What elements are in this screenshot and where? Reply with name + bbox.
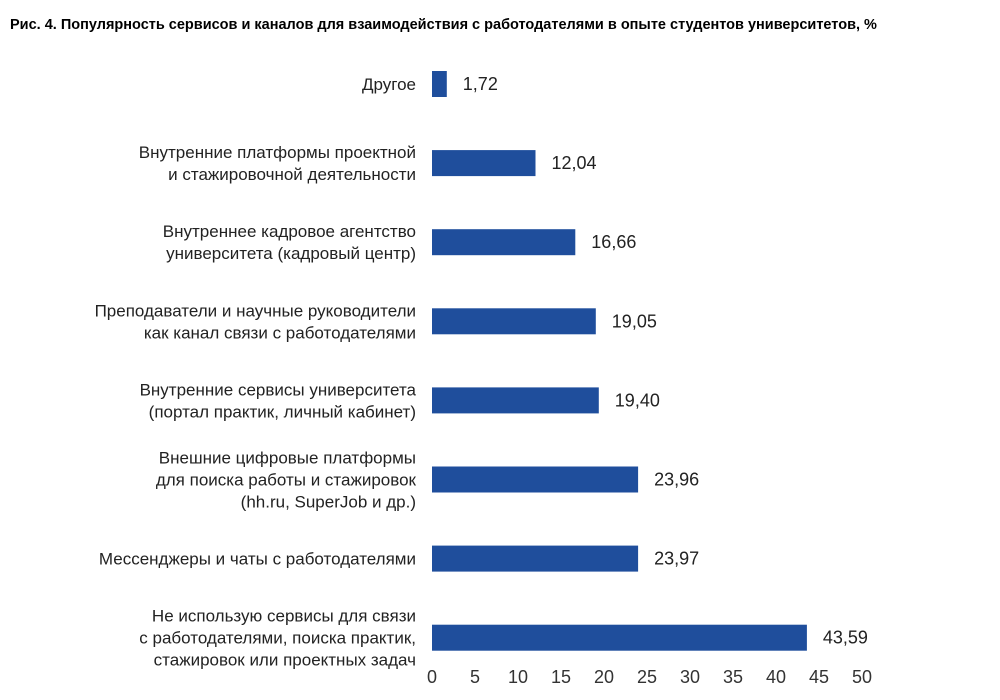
value-label: 19,05 [612,311,657,331]
x-tick-label: 50 [852,667,872,687]
x-tick-label: 15 [551,667,571,687]
category-label-line: Другое [362,75,416,94]
value-label: 1,72 [463,74,498,94]
category-label-line: Не использую сервисы для связи [152,607,416,626]
labels-layer: 1,72 Другое 12,04 Внутренние платформы прое… [95,74,868,670]
category-label-line: Мессенджеры и чаты с работодателями [99,550,416,569]
category-label-line: Внутренние сервисы университета [140,380,417,399]
value-label: 16,66 [591,232,636,252]
category-label-line: и стажировочной деятельности [168,165,416,184]
category-label-line: Внутреннее кадровое агентство [163,222,416,241]
category-label: Мессенджеры и чаты с работодателями [99,550,416,569]
value-label: 23,96 [654,470,699,490]
category-label-line: (hh.ru, SuperJob и др.) [241,493,416,512]
x-tick-label: 40 [766,667,786,687]
category-label: Внешние цифровые платформы для поиска раб… [156,449,417,512]
value-label: 43,59 [823,628,868,648]
category-label-line: Внутренние платформы проектной [139,143,416,162]
value-label: 19,40 [615,390,660,410]
category-label: Внутренние сервисы университета (портал п… [140,380,417,421]
bar [432,545,639,572]
chart-title: Рис. 4. Популярность сервисов и каналов … [10,17,877,33]
category-label-line: Преподаватели и научные руководители [95,301,416,320]
category-label-line: для поиска работы и стажировок [156,471,417,490]
x-tick-label: 35 [723,667,743,687]
bar [432,466,639,493]
category-label: Другое [362,75,416,94]
category-label-line: стажировок или проектных задач [154,651,416,670]
x-tick-label: 30 [680,667,700,687]
value-label: 23,97 [654,549,699,569]
category-label-line: университета (кадровый центр) [166,244,416,263]
category-label: Преподаватели и научные руководители как … [95,301,416,342]
x-axis: 0 5 10 15 20 25 30 35 40 45 50 [427,667,872,687]
bar [432,150,536,177]
bar [432,387,599,414]
x-tick-label: 45 [809,667,829,687]
category-label-line: как канал связи с работодателями [144,323,416,342]
bars-layer [432,71,807,651]
x-tick-label: 20 [594,667,614,687]
bar [432,624,807,651]
category-label-line: Внешние цифровые платформы [159,449,416,468]
bar [432,71,447,97]
category-label-line: (портал практик, личный кабинет) [149,402,416,421]
category-label-line: с работодателями, поиска практик, [139,629,416,648]
x-tick-label: 0 [427,667,437,687]
x-tick-label: 25 [637,667,657,687]
bar [432,308,596,335]
bar [432,229,576,256]
category-label: Внутренние платформы проектной и стажиров… [139,143,416,184]
x-tick-label: 5 [470,667,480,687]
value-label: 12,04 [552,153,597,173]
category-label: Внутреннее кадровое агентство университет… [163,222,416,263]
x-tick-label: 10 [508,667,528,687]
category-label: Не использую сервисы для связи с работода… [139,607,416,670]
